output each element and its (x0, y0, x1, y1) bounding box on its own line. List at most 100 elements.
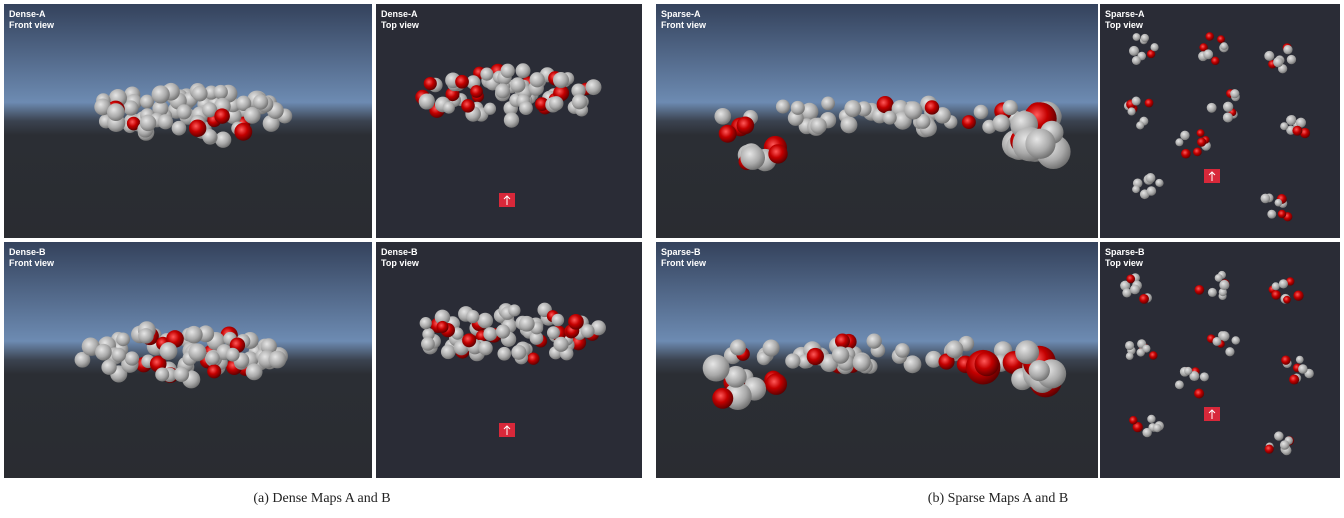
sphere (703, 355, 730, 382)
sphere (844, 100, 861, 117)
sphere (185, 326, 202, 343)
sphere (719, 125, 737, 143)
sphere (101, 360, 116, 375)
sphere (1211, 57, 1219, 65)
sphere (763, 339, 780, 356)
caption: (a) Dense Maps A and B (253, 491, 390, 506)
sphere (1230, 89, 1239, 98)
sphere (155, 367, 169, 381)
sphere (835, 334, 850, 349)
sphere (1197, 129, 1205, 137)
sphere (1280, 122, 1288, 130)
sphere (508, 304, 520, 316)
sphere (1029, 360, 1050, 381)
sphere (1142, 345, 1150, 353)
view-label: Front view (9, 258, 55, 268)
sphere (1175, 138, 1183, 146)
view-label: Top view (381, 20, 420, 30)
sphere (1184, 367, 1192, 375)
sphere (552, 314, 565, 327)
sphere (581, 324, 595, 338)
sphere (832, 346, 849, 363)
sphere (419, 94, 435, 110)
sphere (497, 347, 511, 361)
sphere (553, 72, 569, 88)
sphere (462, 333, 476, 347)
sphere (1261, 194, 1271, 204)
sphere (1264, 51, 1274, 61)
sphere (511, 345, 526, 360)
sphere (1280, 440, 1290, 450)
sphere (1279, 279, 1288, 288)
map-label: Sparse-A (1105, 9, 1145, 19)
sphere (1220, 42, 1228, 50)
sphere (504, 112, 519, 127)
sphere (1181, 149, 1191, 159)
sphere (1145, 99, 1154, 108)
sphere (188, 343, 206, 361)
sphere (1180, 131, 1189, 140)
sphere (158, 114, 173, 129)
sphere (1286, 115, 1296, 125)
sphere (519, 316, 535, 332)
sphere (992, 114, 1010, 132)
sphere (1274, 431, 1283, 440)
sphere (1281, 355, 1290, 364)
figure: Dense-AFront viewDense-ATop viewDense-BF… (0, 0, 1344, 518)
sphere (740, 145, 765, 170)
sphere (160, 342, 178, 360)
sphere (1175, 380, 1184, 389)
sphere (1219, 280, 1229, 290)
sphere (975, 352, 999, 376)
sphere (1287, 55, 1296, 64)
sphere (424, 77, 437, 90)
map-label: Sparse-A (661, 9, 701, 19)
sphere (501, 64, 515, 78)
sphere (466, 310, 479, 323)
sphere (1194, 389, 1204, 399)
sphere (1232, 336, 1240, 344)
sphere (730, 339, 746, 355)
sphere (877, 96, 894, 113)
sphere (1130, 284, 1140, 294)
sphere (1193, 147, 1202, 156)
sphere (1132, 56, 1141, 65)
sphere (226, 348, 240, 362)
sphere (206, 351, 220, 365)
sphere (496, 324, 510, 338)
sphere (586, 79, 602, 95)
sphere (1126, 274, 1135, 283)
map-label: Sparse-B (661, 247, 701, 257)
view-label: Top view (1105, 258, 1144, 268)
sphere (1003, 100, 1018, 115)
view-panel: Sparse-BFront view (656, 242, 1098, 478)
sphere (455, 75, 469, 89)
sphere (1283, 296, 1291, 304)
sphere (140, 115, 156, 131)
view-label: Front view (661, 258, 707, 268)
sphere (269, 351, 287, 369)
sphere (483, 327, 497, 341)
sphere (1132, 185, 1140, 193)
sphere (495, 84, 510, 99)
sphere (1215, 274, 1223, 282)
sphere (946, 340, 964, 358)
sphere (1296, 356, 1304, 364)
sphere (791, 101, 805, 115)
sphere (1223, 112, 1233, 122)
sphere (421, 337, 435, 351)
map-label: Dense-B (9, 247, 46, 257)
view-label: Front view (661, 20, 707, 30)
sphere (895, 343, 910, 358)
sphere (125, 351, 139, 365)
sphere (1146, 173, 1156, 183)
sphere (549, 96, 563, 110)
view-panel: Dense-ATop view (376, 4, 642, 238)
sphere (853, 354, 871, 372)
sphere (1293, 291, 1303, 301)
page: Dense-AFront viewDense-ATop viewDense-BF… (0, 0, 1344, 518)
sphere (1212, 337, 1221, 346)
